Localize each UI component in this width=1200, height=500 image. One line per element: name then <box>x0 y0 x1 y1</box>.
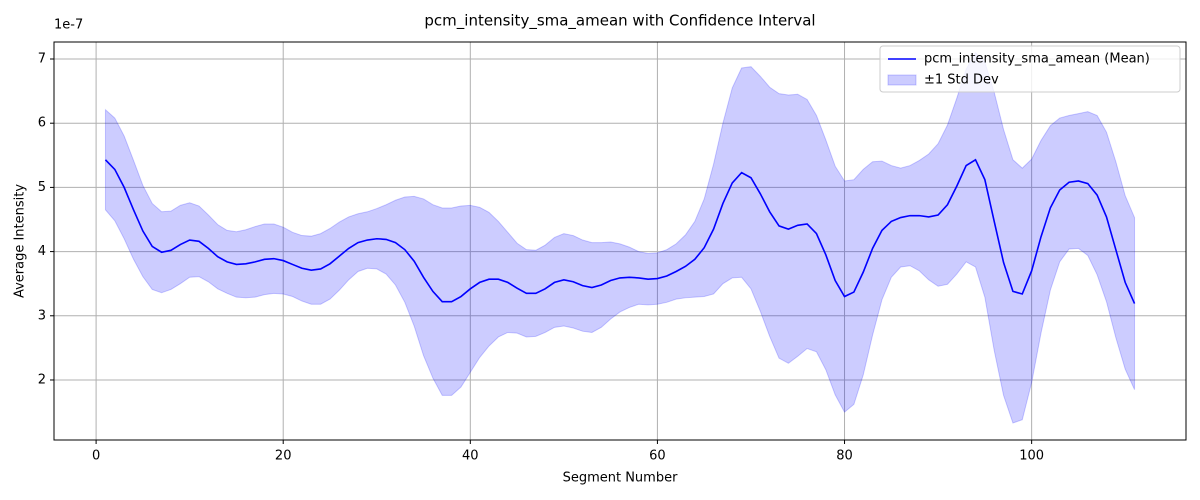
legend-swatch <box>887 74 917 86</box>
x-tick-label: 40 <box>462 449 479 464</box>
x-tick-label: 20 <box>275 449 292 464</box>
legend-box <box>879 45 1181 93</box>
plot-frame <box>53 41 1187 441</box>
x-tick-label: 80 <box>836 449 853 464</box>
legend-label: pcm_intensity_sma_amean (Mean) <box>924 52 1150 67</box>
chart-title: pcm_intensity_sma_amean with Confidence … <box>424 12 815 31</box>
x-axis-label: Segment Number <box>563 471 679 486</box>
y-tick-label: 3 <box>38 308 46 323</box>
y-tick-label: 5 <box>38 180 46 195</box>
legend-label: ±1 Std Dev <box>924 73 999 88</box>
y-tick-label: 6 <box>38 116 46 131</box>
x-tick-label: 60 <box>649 449 666 464</box>
std-band <box>104 51 1136 424</box>
y-tick-label: 2 <box>38 372 46 387</box>
y-tick-label: 7 <box>38 52 46 67</box>
y-offset-label: 1e-7 <box>54 18 83 33</box>
y-axis-label: Average Intensity <box>13 184 28 298</box>
x-tick-label: 0 <box>92 449 100 464</box>
mean-line <box>104 158 1136 304</box>
y-tick-label: 4 <box>38 244 46 259</box>
x-tick-label: 100 <box>1019 449 1044 464</box>
